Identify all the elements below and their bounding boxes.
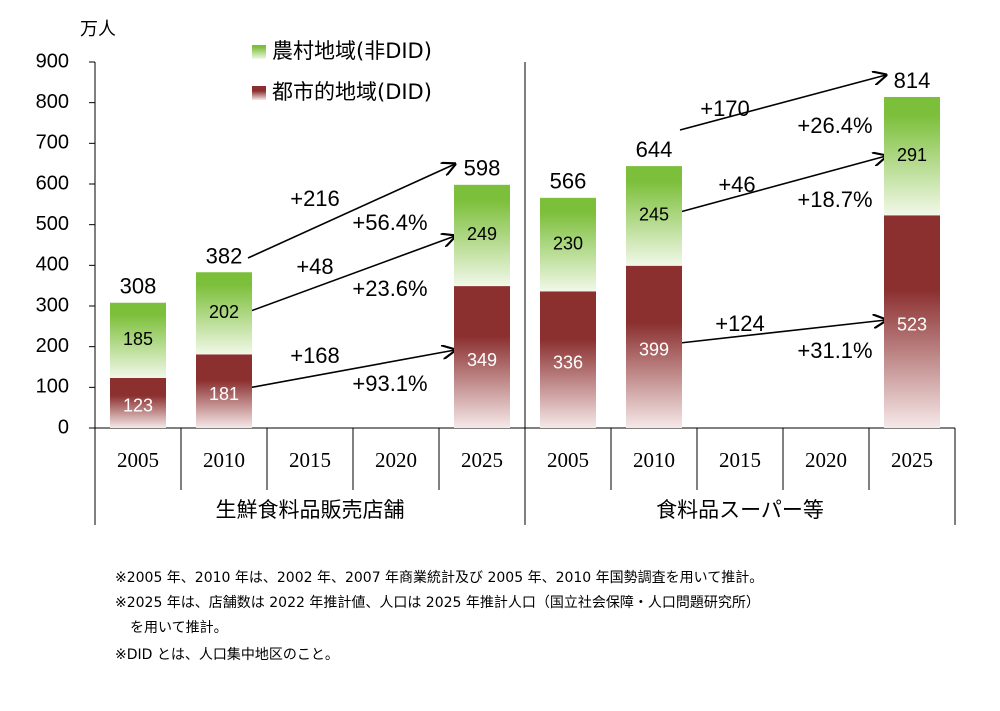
value-label: 230 [553,233,583,253]
annotation: +31.1% [797,338,872,363]
y-tick-label: 400 [36,254,69,276]
annotation: +23.6% [352,276,427,301]
annotation: +170 [700,96,750,121]
legend-swatch [252,45,266,59]
arrow [679,320,886,344]
annotation: +93.1% [352,371,427,396]
annotation: +26.4% [797,113,872,138]
legend-label: 都市的地域(DID) [272,80,432,104]
x-tick-label: 2010 [633,448,675,472]
bar-segment [110,302,166,378]
bar-segment [110,377,166,428]
note: ※2025 年は、店舗数は 2022 年推計値、人口は 2025 年推計人口（国… [115,595,760,611]
annotation: +48 [296,254,333,279]
y-tick-label: 700 [36,132,69,154]
legend-label: 農村地域(非DID) [272,39,432,63]
bar-segment [196,272,252,355]
value-label: 399 [639,340,669,360]
value-label: 123 [123,396,153,416]
x-tick-label: 2015 [719,448,761,472]
value-label: 349 [467,350,497,370]
value-label: 249 [467,224,497,244]
y-tick-label: 900 [36,50,69,72]
value-label: 181 [209,384,239,404]
bar-segment [454,184,510,287]
value-label: 291 [897,145,927,165]
bar-segment [626,166,682,266]
value-label: 336 [553,352,583,372]
total-label: 814 [894,68,931,93]
annotation: +168 [290,343,340,368]
value-label: 245 [639,205,669,225]
y-tick-label: 200 [36,335,69,357]
note: ※DID とは、人口集中地区のこと。 [115,646,339,663]
y-tick-label: 800 [36,91,69,113]
x-tick-label: 2025 [891,448,933,472]
arrow [679,75,886,131]
y-tick-label: 600 [36,172,69,194]
annotation: +56.4% [352,210,427,235]
y-unit: 万人 [80,19,116,39]
y-tick-label: 300 [36,294,69,316]
x-tick-label: 2020 [375,448,417,472]
bar-segment [884,96,940,216]
value-label: 185 [123,329,153,349]
group-label: 生鮮食料品販売店舗 [216,498,405,522]
bar-segment [540,291,596,428]
x-tick-label: 2020 [805,448,847,472]
bar-segment [540,197,596,292]
total-label: 566 [550,169,587,194]
x-tick-label: 2010 [203,448,245,472]
x-tick-label: 2015 [289,448,331,472]
x-tick-label: 2005 [117,448,159,472]
x-tick-label: 2025 [461,448,503,472]
annotation: +18.7% [797,187,872,212]
total-label: 382 [206,243,243,268]
y-tick-label: 100 [36,376,69,398]
arrow [247,164,455,259]
annotation: +46 [718,172,755,197]
value-label: 523 [897,314,927,334]
arrow [247,236,455,313]
annotation: +124 [715,311,765,336]
y-tick-label: 500 [36,213,69,235]
bar-segment [196,354,252,428]
bar-segment [884,215,940,428]
note: ※2005 年、2010 年は、2002 年、2007 年商業統計及び 2005… [115,570,763,586]
arrow [247,350,455,389]
total-label: 598 [464,156,501,181]
bar-segment [626,265,682,428]
group-label: 食料品スーパー等 [656,498,824,522]
note: を用いて推計。 [130,620,228,636]
total-label: 308 [120,274,157,299]
value-label: 202 [209,302,239,322]
total-label: 644 [636,137,673,162]
x-tick-label: 2005 [547,448,589,472]
arrows [247,75,886,389]
legend-swatch [252,86,266,100]
bar-segment [454,286,510,428]
arrow [679,156,886,213]
annotation: +216 [290,186,340,211]
y-tick-label: 0 [58,416,69,438]
